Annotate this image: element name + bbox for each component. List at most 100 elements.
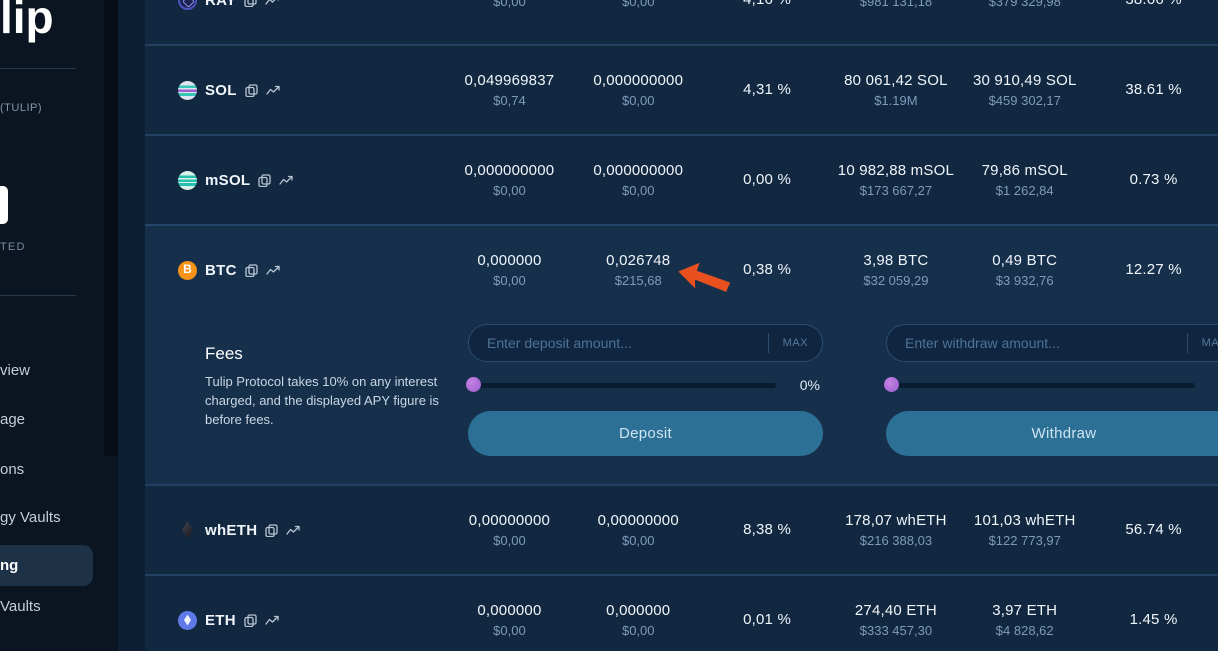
token-block-wheth: whETH 0,00000000 $0,00 0,00000000 $0,00 8,… — [145, 484, 1218, 574]
withdraw-button[interactable]: Withdraw — [886, 411, 1218, 456]
apy-cell: 8,38 % — [743, 521, 792, 538]
table-row[interactable]: SOL 0,049969837 $0,74 0,000000000 $0,00 4,… — [145, 46, 1218, 134]
token-block-btc-expanded: BTC 0,000000$0,00 0,026748$215,68 0,38 %… — [145, 224, 1218, 484]
sidebar-item-overview[interactable]: view — [0, 362, 31, 379]
deposited-cell: 0,049969837 $0,74 — [464, 71, 555, 108]
asset-cell: BTC — [145, 260, 445, 280]
total-deposits-cell: 80 061,42 SOL $1.19M — [844, 71, 948, 108]
chart-icon[interactable] — [266, 264, 280, 276]
clipped-balance-glyph — [0, 186, 8, 224]
apy-cell: 4,16 % — [703, 0, 832, 9]
total-deposits-cell: 3,98 BTC $32 059,29 — [863, 251, 929, 288]
wallet-cell: 0,000000000 $0,00 — [593, 161, 684, 198]
deposited-cell: 0,000000 $0,00 — [477, 251, 542, 288]
asset-cell: whETH — [145, 521, 445, 540]
liquidity-cell: 30 910,49 SOL $459 302,17 — [972, 71, 1077, 108]
copy-icon[interactable] — [245, 263, 258, 277]
apy-cell: 0,00 % — [743, 171, 792, 188]
deposit-button[interactable]: Deposit — [468, 411, 823, 456]
wallet-cell: 0,000000000 $0,00 — [593, 71, 684, 108]
copy-icon[interactable] — [258, 173, 272, 187]
fees-title: Fees — [205, 344, 243, 363]
liquidity-cell: 101,03 whETH $122 773,97 — [973, 511, 1076, 548]
total-deposits-cell: $981 131,18 — [859, 0, 933, 9]
fees-info: Fees Tulip Protocol takes 10% on any int… — [205, 344, 450, 429]
token-name: mSOL — [205, 171, 251, 189]
tulip-ticker-label: (TULIP) — [0, 102, 42, 114]
liquidity-cell: 0,49 BTC $3 932,76 — [992, 251, 1058, 288]
deposit-amount-input[interactable] — [469, 325, 768, 361]
wallet-cell: 0,000000 $0,00 — [606, 601, 671, 638]
withdraw-max-button[interactable]: MAX — [1201, 337, 1218, 349]
utilization-cell: 56.74 % — [1125, 521, 1182, 538]
copy-icon[interactable] — [244, 0, 257, 7]
token-block-ray: RAY $0,00 $0,00 4,16 % $981 131,18 $379 … — [145, 0, 1218, 44]
input-divider — [767, 333, 769, 353]
sidebar-item-strategy-vaults[interactable]: gy Vaults — [0, 509, 61, 526]
deposit-max-button[interactable]: MAX — [782, 337, 808, 349]
sidebar-divider — [0, 295, 76, 296]
deposit-panel: MAX 0% Deposit — [466, 314, 823, 484]
token-block-sol: SOL 0,049969837 $0,74 0,000000000 $0,00 4,… — [145, 44, 1218, 134]
token-name: SOL — [205, 81, 237, 99]
chart-icon[interactable] — [265, 614, 279, 626]
asset-cell: ETH — [145, 610, 445, 630]
sidebar-item-leverage[interactable]: age — [0, 411, 26, 428]
copy-icon[interactable] — [265, 523, 278, 537]
withdraw-slider-knob[interactable] — [884, 377, 899, 392]
withdraw-slider — [884, 377, 1218, 393]
liquidity-cell: $379 329,98 — [988, 0, 1061, 9]
chart-icon[interactable] — [265, 0, 279, 6]
sidebar-item-vaults[interactable]: Vaults — [0, 598, 41, 615]
lending-table: RAY $0,00 $0,00 4,16 % $981 131,18 $379 … — [118, 0, 1218, 651]
input-divider — [1186, 333, 1188, 353]
deposit-slider: 0% — [466, 377, 823, 393]
sidebar-scrollbar[interactable] — [104, 0, 118, 456]
eth-coin-icon — [178, 610, 197, 630]
sidebar-item-lending-active[interactable]: ng — [0, 545, 93, 586]
sol-coin-icon — [178, 80, 197, 100]
deposited-cell: 0,000000 $0,00 — [477, 601, 542, 638]
apy-cell: 4,31 % — [743, 81, 792, 98]
total-deposits-cell: 10 982,88 mSOL $173 667,27 — [837, 161, 954, 198]
sidebar-active-label: ng — [0, 557, 19, 574]
withdraw-amount-input[interactable] — [887, 325, 1187, 361]
apy-cell: 0,38 % — [743, 261, 792, 278]
utilization-cell: 38.66 % — [1089, 0, 1218, 9]
deposit-slider-value: 0% — [799, 377, 820, 393]
table-row[interactable]: whETH 0,00000000 $0,00 0,00000000 $0,00 8,… — [145, 486, 1218, 574]
deposit-slider-knob[interactable] — [466, 377, 481, 392]
deposited-cell: 0,000000000 $0,00 — [464, 161, 555, 198]
chart-icon[interactable] — [279, 174, 294, 186]
liquidity-cell: 79,86 mSOL $1 262,84 — [981, 161, 1068, 198]
table-row[interactable]: mSOL 0,000000000 $0,00 0,000000000 $0,00 0… — [145, 136, 1218, 224]
liquidity-cell: 3,97 ETH $4 828,62 — [992, 601, 1058, 638]
utilization-cell: 0.73 % — [1129, 171, 1178, 188]
wallet-cell: 0,00000000 $0,00 — [597, 511, 679, 548]
fees-description: Tulip Protocol takes 10% on any interest… — [205, 374, 439, 427]
deposit-amount-field: MAX — [468, 324, 823, 362]
table-row[interactable]: ETH 0,000000 $0,00 0,000000 $0,00 0,01 % 2… — [145, 576, 1218, 651]
table-row[interactable]: RAY $0,00 $0,00 4,16 % $981 131,18 $379 … — [145, 0, 1218, 44]
token-block-eth: ETH 0,000000 $0,00 0,000000 $0,00 0,01 % 2… — [145, 574, 1218, 651]
token-block-msol: mSOL 0,000000000 $0,00 0,000000000 $0,00 0… — [145, 134, 1218, 224]
table-row[interactable]: BTC 0,000000$0,00 0,026748$215,68 0,38 %… — [145, 226, 1218, 314]
deposited-cell: $0,00 — [493, 0, 526, 9]
token-name: ETH — [205, 611, 236, 629]
deposit-slider-track[interactable] — [468, 383, 776, 388]
wheth-coin-icon — [178, 521, 197, 540]
asset-cell: SOL — [145, 80, 445, 100]
chart-icon[interactable] — [286, 524, 300, 536]
utilization-cell: 12.27 % — [1125, 261, 1182, 278]
token-name: BTC — [205, 261, 237, 279]
copy-icon[interactable] — [244, 613, 257, 627]
asset-cell: RAY — [145, 0, 445, 10]
chart-icon[interactable] — [266, 84, 280, 96]
sidebar-item-positions[interactable]: ons — [0, 461, 25, 478]
deposited-label-fragment: TED — [0, 241, 26, 253]
btc-expanded-panel: Fees Tulip Protocol takes 10% on any int… — [145, 314, 1218, 484]
withdraw-slider-track[interactable] — [886, 383, 1195, 388]
tulip-logo: lip — [0, 0, 54, 43]
copy-icon[interactable] — [245, 83, 258, 97]
